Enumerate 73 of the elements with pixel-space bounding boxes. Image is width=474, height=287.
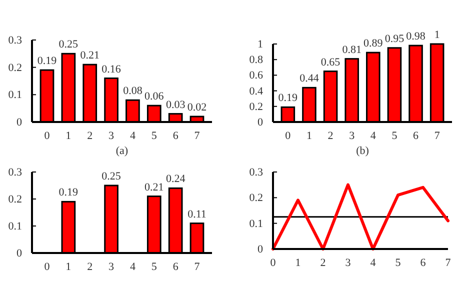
x-tick-label: 4 <box>370 256 376 269</box>
y-tick-label: 0.2 <box>249 192 263 204</box>
x-tick-label: 0 <box>44 260 50 273</box>
y-tick-label: 0.6 <box>249 70 264 82</box>
data-label: 0.19 <box>37 55 58 68</box>
y-tick-label: 0.2 <box>8 194 22 206</box>
y-tick-label: 0.3 <box>249 166 264 179</box>
text: (b) <box>356 145 370 157</box>
data-label: 0.25 <box>58 38 79 51</box>
x-tick-label: 0 <box>44 130 50 142</box>
data-label: 0.21 <box>144 181 164 194</box>
x-tick-label: 6 <box>172 130 179 142</box>
y-tick-label: 0 <box>258 116 264 129</box>
x-tick-label: 6 <box>413 130 420 142</box>
x-tick-label: 4 <box>130 260 136 273</box>
x-tick-label: 3 <box>108 260 115 273</box>
data-label: 0.06 <box>144 90 164 103</box>
x-tick-label: 0 <box>285 130 292 142</box>
x-tick-label: 5 <box>392 130 398 142</box>
y-tick-label: 0.3 <box>8 34 22 47</box>
data-label: 0.02 <box>187 102 207 114</box>
data-label: 0.25 <box>102 170 122 182</box>
y-tick-label: 0.1 <box>8 89 22 102</box>
data-label: 0.19 <box>278 92 298 104</box>
data-label: 1 <box>434 29 440 41</box>
data-label: 0.21 <box>80 50 100 62</box>
text: (a) <box>116 145 128 157</box>
x-tick-label: 2 <box>328 130 334 142</box>
x-tick-label: 7 <box>194 130 200 142</box>
data-label: 0.19 <box>58 186 79 199</box>
data-label: 0.11 <box>188 208 206 220</box>
data-label: 0.24 <box>166 173 186 186</box>
x-tick-label: 7 <box>434 130 440 142</box>
x-tick-label: 5 <box>395 256 402 269</box>
data-label: 0.08 <box>123 85 143 98</box>
x-tick-label: 4 <box>370 130 376 142</box>
x-tick-label: 5 <box>151 130 158 142</box>
y-tick-label: 0.1 <box>249 218 263 230</box>
x-tick-label: 6 <box>420 256 426 269</box>
x-tick-label: 3 <box>345 256 352 269</box>
data-label: 0.98 <box>406 30 426 43</box>
x-tick-label: 2 <box>87 260 93 273</box>
data-label: 0.89 <box>364 38 384 50</box>
y-tick-label: 0.8 <box>249 54 264 66</box>
y-tick-label: 0 <box>16 248 22 260</box>
y-tick-label: 0.1 <box>8 220 22 233</box>
data-label: 0.44 <box>300 72 320 85</box>
data-label: 0.16 <box>102 63 122 76</box>
x-tick-label: 3 <box>108 130 115 142</box>
y-tick-label: 0.2 <box>8 62 22 74</box>
x-tick-label: 1 <box>306 130 312 142</box>
x-tick-label: 1 <box>66 130 72 142</box>
x-tick-label: 1 <box>66 260 72 273</box>
x-tick-label: 7 <box>445 256 452 269</box>
x-tick-label: 0 <box>270 256 276 269</box>
x-tick-label: 4 <box>130 130 136 142</box>
data-label: 0.03 <box>166 98 186 111</box>
data-label: 0.95 <box>384 32 405 45</box>
y-tick-label: 0 <box>16 116 22 129</box>
y-tick-label: 1 <box>258 38 263 51</box>
y-tick-label: 0.4 <box>249 85 264 98</box>
x-tick-label: 1 <box>295 256 301 269</box>
x-tick-label: 5 <box>151 260 158 273</box>
x-tick-label: 3 <box>349 130 356 142</box>
y-tick-label: 0.3 <box>8 166 22 179</box>
x-tick-label: 7 <box>194 260 200 273</box>
y-tick-label: 0 <box>258 244 264 256</box>
x-tick-label: 6 <box>172 260 179 273</box>
y-tick-label: 0.2 <box>249 100 263 113</box>
data-label: 0.81 <box>342 44 362 56</box>
x-tick-label: 2 <box>320 256 326 269</box>
x-tick-label: 2 <box>87 130 93 142</box>
data-label: 0.65 <box>320 56 341 68</box>
